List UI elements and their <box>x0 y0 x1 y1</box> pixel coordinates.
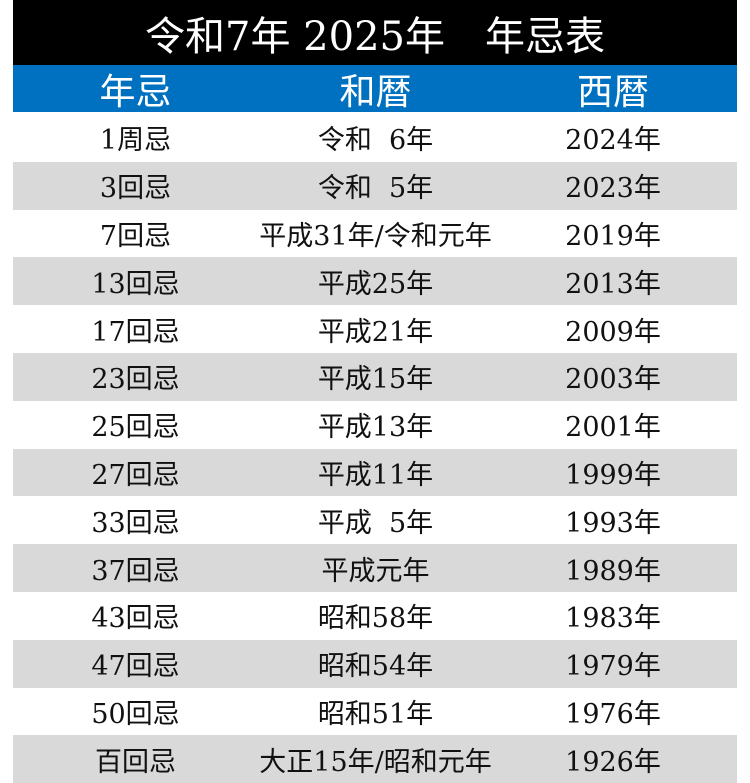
cell-nenki: 50回忌 <box>91 698 180 730</box>
table-title: 令和7年 2025年 年忌表 <box>13 0 737 65</box>
column-header-row: 年忌 和暦 西暦 <box>13 65 737 114</box>
table-row: 百回忌 大正15年/昭和元年 1926年 <box>13 735 737 783</box>
table-row: 25回忌 平成13年 2001年 <box>13 401 737 449</box>
cell-seireki: 1976年 <box>565 698 661 730</box>
table-row: 47回忌 昭和54年 1979年 <box>13 639 737 688</box>
cell-nenki: 23回忌 <box>91 364 180 396</box>
table-row: 27回忌 平成11年 1999年 <box>13 448 737 497</box>
cell-nenki: 37回忌 <box>91 555 180 587</box>
cell-nenki: 百回忌 <box>95 746 176 778</box>
cell-seireki: 2013年 <box>565 268 661 300</box>
cell-wareki: 平成 5年 <box>317 507 434 539</box>
cell-seireki: 1979年 <box>565 651 661 683</box>
table-row: 1周忌 令和 6年 2024年 <box>13 114 737 162</box>
cell-nenki: 27回忌 <box>91 459 180 491</box>
cell-wareki: 平成元年 <box>321 555 430 587</box>
cell-seireki: 2009年 <box>565 316 661 348</box>
cell-wareki: 平成31年/令和元年 <box>259 220 492 252</box>
table-row: 33回忌 平成 5年 1993年 <box>13 496 737 544</box>
cell-seireki: 2019年 <box>565 220 661 252</box>
cell-wareki: 平成25年 <box>317 268 434 300</box>
cell-seireki: 1983年 <box>565 603 661 635</box>
cell-wareki: 大正15年/昭和元年 <box>259 746 492 778</box>
table-row: 13回忌 平成25年 2013年 <box>13 257 737 306</box>
cell-seireki: 2001年 <box>565 412 661 444</box>
cell-wareki: 平成21年 <box>317 316 434 348</box>
cell-wareki: 令和 5年 <box>317 173 434 205</box>
table-row: 17回忌 平成21年 2009年 <box>13 305 737 353</box>
table-row: 50回忌 昭和51年 1976年 <box>13 688 737 736</box>
cell-nenki: 7回忌 <box>99 220 172 252</box>
cell-nenki: 33回忌 <box>91 507 180 539</box>
cell-nenki: 17回忌 <box>91 316 180 348</box>
cell-nenki: 25回忌 <box>91 412 180 444</box>
cell-seireki: 2003年 <box>565 364 661 396</box>
cell-seireki: 1999年 <box>565 459 661 491</box>
header-nenki: 年忌 <box>99 71 172 113</box>
cell-seireki: 1993年 <box>565 507 661 539</box>
cell-seireki: 1989年 <box>565 555 661 587</box>
header-seireki: 西暦 <box>576 71 649 113</box>
cell-nenki: 1周忌 <box>99 125 172 157</box>
cell-wareki: 平成11年 <box>317 459 434 491</box>
table-row: 37回忌 平成元年 1989年 <box>13 544 737 592</box>
cell-nenki: 3回忌 <box>99 173 172 205</box>
cell-nenki: 13回忌 <box>91 268 180 300</box>
header-wareki: 和暦 <box>339 71 412 113</box>
cell-wareki: 令和 6年 <box>317 125 434 157</box>
cell-wareki: 昭和51年 <box>317 698 434 730</box>
cell-wareki: 昭和58年 <box>317 603 434 635</box>
cell-wareki: 平成13年 <box>317 412 434 444</box>
cell-nenki: 47回忌 <box>91 651 180 683</box>
cell-seireki: 1926年 <box>565 746 661 778</box>
table-row: 3回忌 令和 5年 2023年 <box>13 161 737 210</box>
cell-nenki: 43回忌 <box>91 603 180 635</box>
table-row: 43回忌 昭和58年 1983年 <box>13 592 737 640</box>
cell-wareki: 平成15年 <box>317 364 434 396</box>
table-body: 1周忌 令和 6年 2024年 3回忌 令和 5年 2023年 7回忌 平成31… <box>13 114 737 783</box>
table-row: 7回忌 平成31年/令和元年 2019年 <box>13 210 737 258</box>
cell-seireki: 2024年 <box>565 125 661 157</box>
table-row: 23回忌 平成15年 2003年 <box>13 352 737 401</box>
cell-wareki: 昭和54年 <box>317 651 434 683</box>
cell-seireki: 2023年 <box>565 173 661 205</box>
